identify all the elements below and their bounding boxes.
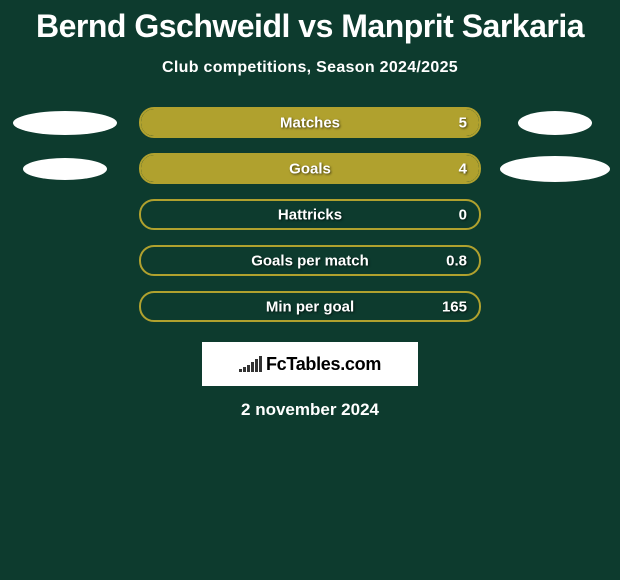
page-title: Bernd Gschweidl vs Manprit Sarkaria (0, 8, 620, 45)
logo-bars-icon (239, 356, 262, 372)
logo[interactable]: FcTables.com (202, 342, 418, 386)
left-oval (13, 111, 117, 135)
stat-row: Goals per match 0.8 (0, 245, 620, 276)
page-subtitle: Club competitions, Season 2024/2025 (0, 59, 620, 77)
stat-value: 0 (459, 206, 467, 223)
stat-label: Goals (289, 160, 331, 177)
date-text: 2 november 2024 (0, 400, 620, 420)
chart-container: Bernd Gschweidl vs Manprit Sarkaria Club… (0, 0, 620, 420)
stat-row: Hattricks 0 (0, 199, 620, 230)
stat-value: 4 (459, 160, 467, 177)
stat-row: Goals 4 (0, 153, 620, 184)
right-oval (500, 156, 610, 182)
stat-value: 165 (442, 298, 467, 315)
stat-value: 5 (459, 114, 467, 131)
stat-label: Goals per match (251, 252, 369, 269)
stat-rows: Matches 5 Goals 4 Hattricks 0 Goals per match 0… (0, 107, 620, 322)
left-oval-slot (7, 111, 123, 135)
logo-text: FcTables.com (239, 354, 381, 375)
stat-row: Matches 5 (0, 107, 620, 138)
stat-label: Matches (280, 114, 340, 131)
left-oval-slot (7, 158, 123, 180)
logo-label: FcTables.com (266, 354, 381, 375)
stat-value: 0.8 (446, 252, 467, 269)
right-oval-slot (497, 156, 613, 182)
stat-label: Min per goal (266, 298, 354, 315)
stat-bar: Min per goal 165 (139, 291, 481, 322)
stat-bar: Goals per match 0.8 (139, 245, 481, 276)
right-oval-slot (497, 111, 613, 135)
stat-row: Min per goal 165 (0, 291, 620, 322)
stat-bar: Matches 5 (139, 107, 481, 138)
right-oval (518, 111, 592, 135)
stat-bar: Hattricks 0 (139, 199, 481, 230)
stat-bar: Goals 4 (139, 153, 481, 184)
left-oval (23, 158, 107, 180)
stat-label: Hattricks (278, 206, 342, 223)
